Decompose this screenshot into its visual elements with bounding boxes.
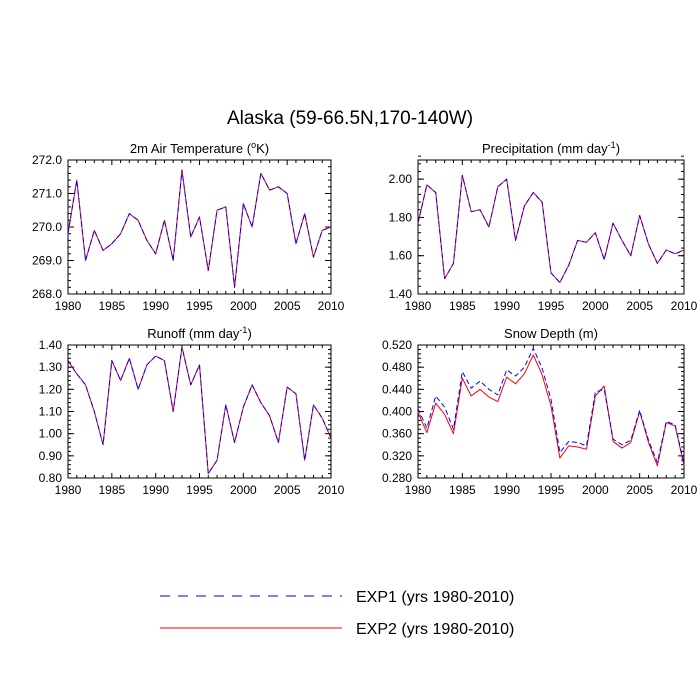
chart-snow-depth: Snow Depth (m) 1980 1985 1990 1995 2000 2005 20… [382, 326, 698, 497]
y-tick-label: 0.320 [382, 449, 412, 463]
x-tick-label: 2000 [230, 299, 257, 313]
y-tick-label: 0.440 [382, 382, 412, 396]
x-tick-label: 1995 [186, 483, 213, 497]
chart-title-end: K) [256, 141, 269, 156]
legend-label-exp2: EXP2 (yrs 1980-2010) [356, 621, 514, 638]
x-tick-label: 2005 [274, 299, 301, 313]
chart-title-precipitation: Precipitation (mm day-1) [482, 140, 620, 156]
chart-title-main: Snow Depth (m) [504, 326, 598, 341]
chart-title-end: ) [616, 141, 620, 156]
y-tick-label: 1.40 [389, 287, 413, 301]
x-tick-label: 1990 [493, 483, 520, 497]
y-tick-label: 272.0 [32, 153, 62, 167]
y-tick-label: 0.80 [39, 471, 63, 485]
x-tick-label: 1985 [98, 483, 125, 497]
x-tick-label: 2000 [582, 483, 609, 497]
y-tick-label: 1.10 [39, 405, 63, 419]
chart-title-end: ) [247, 326, 251, 341]
y-tick-label: 1.00 [39, 427, 63, 441]
chart-title-main: 2m Air Temperature ( [130, 141, 252, 156]
series-exp1-line [417, 174, 685, 284]
y-tick-label: 268.0 [32, 287, 62, 301]
y-tick-label: 0.360 [382, 427, 412, 441]
x-tick-label: 2005 [274, 483, 301, 497]
y-tick-label: 0.400 [382, 405, 412, 419]
x-tick-label: 1985 [449, 483, 476, 497]
y-tick-label: 1.30 [39, 360, 63, 374]
chart-title-snow-depth: Snow Depth (m) [504, 326, 598, 341]
chart-title-superscript: o [251, 140, 256, 150]
series-exp2-line [67, 169, 332, 288]
plot-frame [417, 344, 685, 479]
y-tick-label: 1.20 [39, 382, 63, 396]
x-tick-label: 1980 [55, 483, 82, 497]
chart-title-main: Runoff (mm day [147, 326, 240, 341]
series-exp1-line [67, 169, 332, 288]
y-tick-label: 271.0 [32, 187, 62, 201]
chart-title-runoff: Runoff (mm day-1) [147, 325, 252, 341]
x-tick-label: 2010 [318, 483, 345, 497]
y-tick-label: 0.480 [382, 360, 412, 374]
x-tick-label: 1980 [405, 483, 432, 497]
chart-precipitation: Precipitation (mm day-1) 1980 1985 1990 1995… [389, 140, 698, 313]
chart-title-main: Precipitation (mm day [482, 141, 608, 156]
y-tick-label: 2.00 [389, 172, 413, 186]
y-tick-label: 270.0 [32, 220, 62, 234]
x-tick-label: 1990 [142, 483, 169, 497]
x-tick-label: 1990 [142, 299, 169, 313]
x-tick-label: 2005 [626, 299, 653, 313]
series-exp2-line [417, 174, 685, 284]
x-tick-label: 2010 [318, 299, 345, 313]
y-tick-label: 1.60 [389, 249, 413, 263]
x-tick-label: 1985 [98, 299, 125, 313]
series-exp1-line [67, 346, 332, 475]
legend: EXP1 (yrs 1980-2010) EXP2 (yrs 1980-2010… [160, 589, 514, 638]
chart-temperature: 2m Air Temperature (oK) 1980 1985 1990 1995 2… [32, 140, 345, 313]
series-exp1-line [417, 347, 685, 464]
x-tick-label: 1995 [186, 299, 213, 313]
x-tick-label: 1980 [405, 299, 432, 313]
chart-runoff: Runoff (mm day-1) 1980 1985 1990 1995 2000 200… [39, 325, 345, 497]
figure-title: Alaska (59-66.5N,170-140W) [227, 108, 473, 129]
y-tick-label: 1.80 [389, 210, 413, 224]
x-tick-label: 2010 [671, 483, 698, 497]
chart-title-superscript: -1 [239, 325, 247, 335]
plot-frame [67, 159, 332, 295]
x-tick-label: 2005 [626, 483, 653, 497]
x-tick-label: 1985 [449, 299, 476, 313]
chart-panels: 2m Air Temperature (oK) 1980 1985 1990 1995 2… [32, 140, 698, 497]
x-tick-label: 1995 [538, 483, 565, 497]
y-tick-label: 1.40 [39, 338, 63, 352]
x-tick-label: 2000 [582, 299, 609, 313]
x-tick-label: 1995 [538, 299, 565, 313]
x-tick-label: 2000 [230, 483, 257, 497]
x-tick-label: 2010 [671, 299, 698, 313]
plot-frame [417, 159, 685, 295]
series-exp2-line [417, 354, 685, 467]
y-tick-label: 0.280 [382, 471, 412, 485]
x-tick-label: 1980 [55, 299, 82, 313]
y-tick-label: 269.0 [32, 254, 62, 268]
y-tick-label: 0.520 [382, 338, 412, 352]
legend-label-exp1: EXP1 (yrs 1980-2010) [356, 589, 514, 606]
x-tick-label: 1990 [493, 299, 520, 313]
chart-title-temperature: 2m Air Temperature (oK) [130, 140, 269, 156]
chart-title-superscript: -1 [608, 140, 616, 150]
y-tick-label: 0.90 [39, 449, 63, 463]
